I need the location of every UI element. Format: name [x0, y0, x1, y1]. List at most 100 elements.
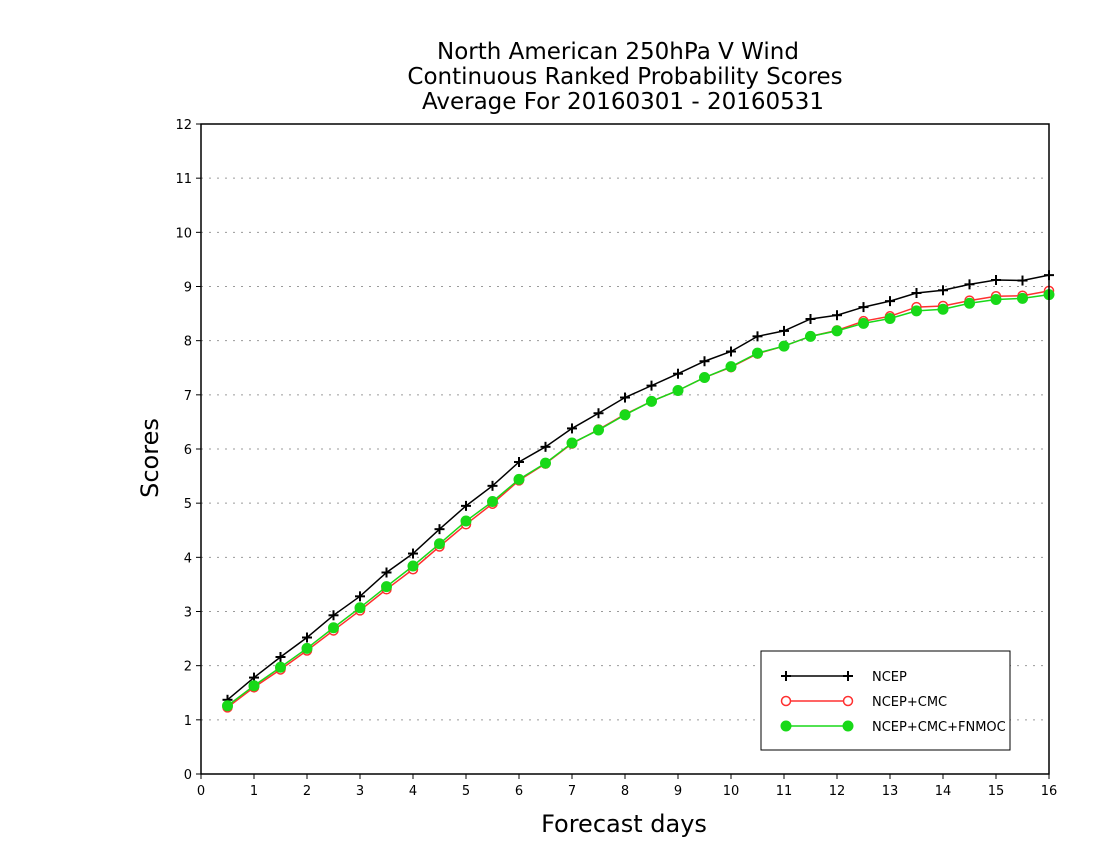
data-point	[222, 700, 233, 712]
data-point	[699, 372, 710, 383]
data-point	[911, 305, 922, 317]
data-point	[726, 346, 736, 357]
data-point	[672, 385, 684, 396]
data-point	[566, 437, 578, 449]
data-point	[513, 473, 525, 485]
data-point	[460, 515, 472, 527]
series-line	[227, 290, 1050, 708]
gridlines	[201, 177, 1049, 721]
legend-marker	[781, 671, 791, 681]
data-point	[302, 632, 312, 643]
data-point	[832, 310, 842, 321]
x-axis-label: Forecast days	[541, 810, 707, 838]
legend-marker	[843, 671, 853, 681]
data-point	[487, 480, 498, 491]
x-tick-label: 5	[462, 784, 470, 799]
data-point	[328, 622, 339, 634]
data-point	[752, 347, 763, 359]
x-tick-label: 16	[1041, 784, 1058, 799]
data-point	[964, 297, 975, 309]
data-point	[248, 680, 260, 692]
x-tick-label: 15	[988, 784, 1005, 799]
data-point	[911, 288, 922, 298]
x-tick-label: 4	[409, 784, 417, 799]
data-point	[673, 368, 683, 379]
y-tick-label: 10	[175, 226, 192, 241]
data-point	[540, 441, 551, 452]
legend-marker	[780, 720, 792, 732]
y-tick-label: 3	[184, 606, 192, 621]
data-point	[964, 279, 975, 290]
data-point	[619, 409, 631, 421]
data-point	[646, 380, 657, 391]
legend-marker	[780, 695, 792, 707]
y-tick-label: 0	[184, 768, 192, 783]
data-point	[858, 317, 869, 329]
data-series	[222, 270, 1055, 713]
x-tick-label: 2	[303, 784, 311, 799]
data-point	[699, 356, 710, 367]
y-tick-label: 12	[175, 118, 192, 133]
series-line	[227, 293, 1050, 707]
data-point	[354, 602, 366, 614]
data-point	[620, 392, 630, 403]
y-tick-label: 11	[175, 172, 192, 187]
y-tick-label: 1	[184, 714, 192, 729]
title-line-3: Average For 20160301 - 20160531	[422, 89, 824, 115]
data-point	[858, 302, 869, 313]
data-point	[885, 296, 895, 307]
title-line-2: Continuous Ranked Probability Scores	[407, 64, 842, 90]
y-tick-label: 4	[184, 551, 192, 566]
legend-label: NCEP+CMC	[872, 695, 947, 710]
y-tick-label: 9	[184, 281, 192, 296]
data-point	[831, 325, 843, 337]
x-tick-label: 8	[621, 784, 629, 799]
data-point	[381, 581, 392, 593]
data-point	[805, 330, 816, 342]
data-point	[461, 500, 471, 511]
data-point	[407, 560, 419, 572]
data-point	[779, 325, 789, 336]
data-point	[884, 312, 896, 324]
series-ncep-cmc	[222, 285, 1055, 713]
y-tick-label: 5	[184, 497, 192, 512]
data-point	[938, 285, 948, 296]
legend-marker	[842, 695, 854, 707]
data-point	[381, 567, 392, 578]
x-tick-label: 13	[882, 784, 899, 799]
data-point	[1017, 292, 1028, 304]
y-tick-label: 8	[184, 335, 192, 350]
data-point	[434, 524, 445, 535]
data-point	[514, 457, 524, 467]
x-tick-label: 12	[829, 784, 846, 799]
data-point	[991, 275, 1001, 285]
data-point	[937, 303, 949, 315]
x-tick-label: 6	[515, 784, 523, 799]
data-point	[434, 538, 445, 550]
x-tick-label: 11	[776, 784, 793, 799]
data-point	[593, 424, 604, 436]
x-tick-label: 3	[356, 784, 364, 799]
data-point	[275, 652, 286, 662]
data-point	[778, 340, 790, 352]
data-point	[990, 294, 1002, 305]
data-point	[540, 457, 551, 469]
x-tick-label: 1	[250, 784, 258, 799]
x-tick-label: 0	[197, 784, 205, 799]
data-point	[646, 395, 657, 407]
data-point	[275, 661, 286, 673]
y-tick-label: 2	[184, 660, 192, 675]
x-tick-label: 9	[674, 784, 682, 799]
title-line-1: North American 250hPa V Wind	[437, 39, 799, 65]
data-point	[1017, 275, 1028, 286]
data-point	[328, 610, 339, 621]
x-tick-label: 14	[935, 784, 952, 799]
x-tick-label: 10	[723, 784, 740, 799]
legend-marker	[842, 720, 854, 732]
data-point	[725, 361, 737, 373]
series-ncep	[222, 270, 1054, 705]
legend-label: NCEP	[872, 670, 907, 685]
y-tick-label: 7	[184, 389, 192, 404]
